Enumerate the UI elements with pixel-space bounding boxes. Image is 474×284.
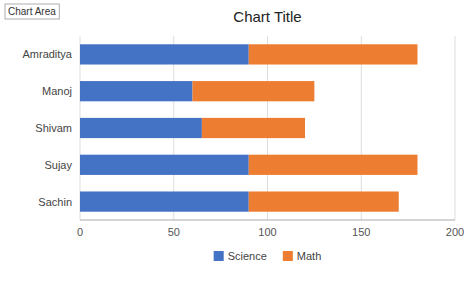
bar-segment (80, 44, 249, 64)
bar-segment (80, 118, 202, 138)
x-tick-label: 200 (446, 226, 464, 238)
bar-segment (193, 81, 315, 101)
bar-segment (80, 191, 249, 211)
bar-segment (249, 44, 418, 64)
legend-item: Science (214, 250, 267, 262)
bar-segment (80, 81, 193, 101)
x-axis-line (80, 220, 455, 221)
annotation-frame (5, 4, 59, 19)
bar-segment (202, 118, 305, 138)
bars (80, 44, 418, 211)
x-tick-label: 50 (168, 226, 180, 238)
y-tick-label: Shivam (35, 122, 72, 134)
bar-segment (249, 155, 418, 175)
x-tick-label: 0 (77, 226, 83, 238)
grid (80, 36, 455, 220)
legend-label: Science (228, 250, 267, 262)
legend-label: Math (297, 250, 321, 262)
y-tick-label: Amraditya (22, 48, 72, 60)
y-tick-label: Sachin (38, 196, 72, 208)
annotation: Chart Area (8, 6, 56, 17)
bar-segment (249, 191, 399, 211)
grid-line (455, 36, 456, 220)
chart: Chart Area Chart Title 0 50 100 150 200 Amradit… (0, 0, 474, 284)
y-tick-label: Manoj (42, 85, 72, 97)
legend-swatch (214, 251, 224, 261)
x-tick-label: 150 (352, 226, 370, 238)
legend-item: Math (283, 250, 321, 262)
x-tick-label: 100 (258, 226, 276, 238)
annotation-box: Chart Area (5, 4, 59, 19)
legend-swatch (283, 251, 293, 261)
title: Chart Title (233, 8, 301, 25)
legend: Science Math (214, 250, 322, 262)
bar-segment (80, 155, 249, 175)
y-tick-label: Sujay (44, 159, 72, 171)
